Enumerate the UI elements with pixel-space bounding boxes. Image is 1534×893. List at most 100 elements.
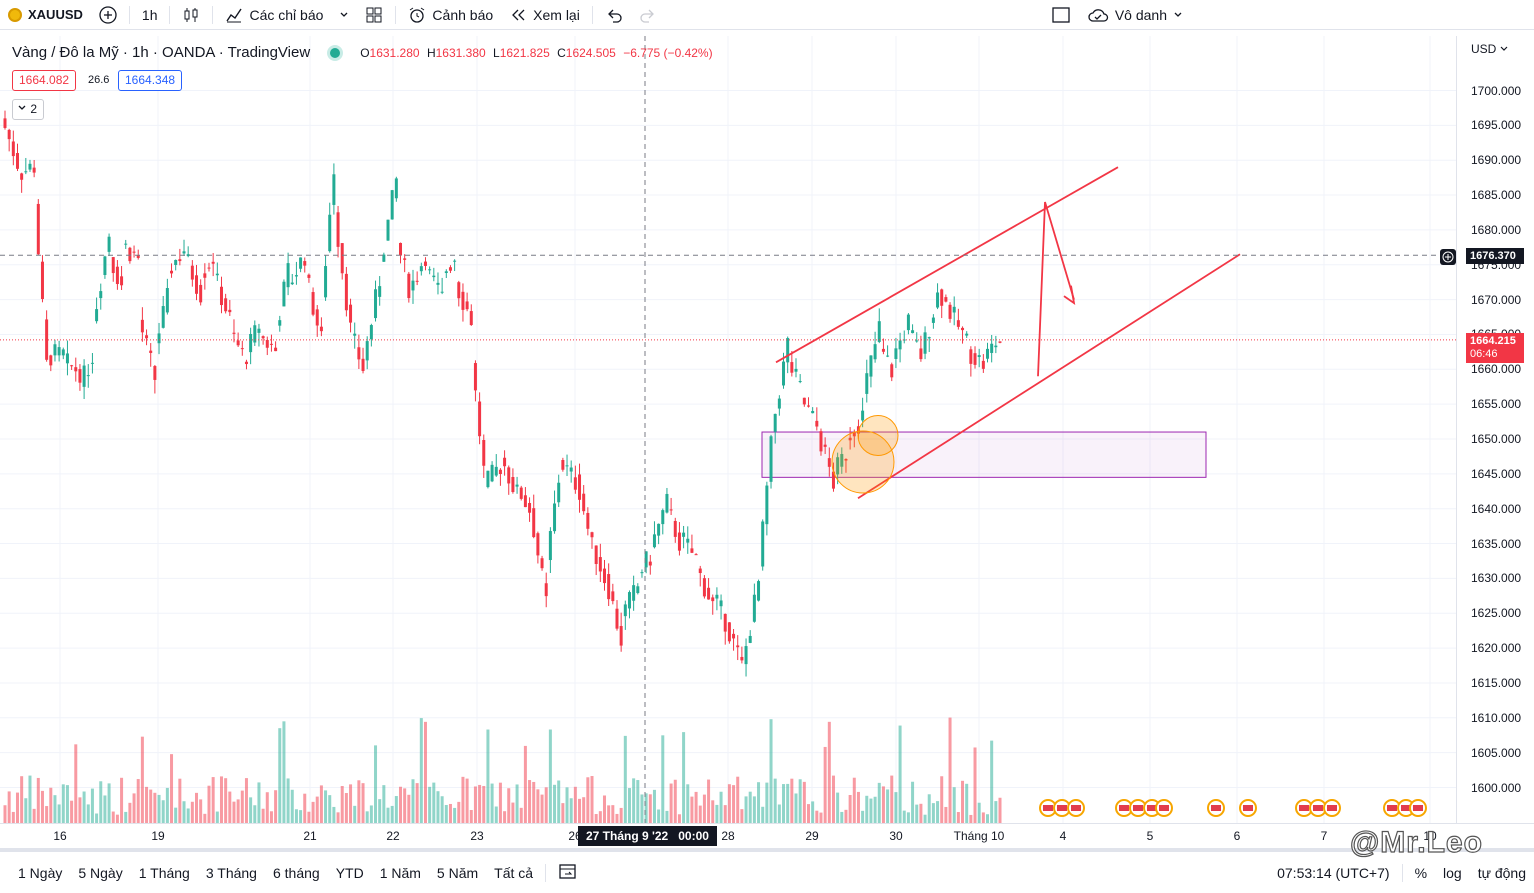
candle-body: [203, 273, 207, 278]
log-toggle[interactable]: log: [1443, 864, 1462, 881]
channel-lower-line: [857, 253, 1241, 500]
volume-bar: [682, 732, 686, 823]
templates-button[interactable]: [357, 0, 391, 30]
volume-bar: [86, 804, 90, 823]
candle-body: [182, 251, 186, 254]
candle-body: [948, 304, 952, 319]
auto-toggle[interactable]: tự động: [1477, 864, 1526, 881]
candle-body: [228, 309, 232, 313]
flag-stripe: [1211, 805, 1221, 811]
volume-bar: [444, 804, 448, 823]
clock-label[interactable]: 07:53:14 (UTC+7): [1277, 864, 1390, 881]
time-scale[interactable]: 16 19 21 22 23 26 28 29 30 Tháng 10 4 5 6 7 10 27 Thán…: [0, 823, 1534, 848]
range-1d[interactable]: 1 Ngày: [18, 864, 63, 881]
candle-body: [898, 340, 902, 350]
plus-circle-icon: [99, 5, 117, 24]
candle-body: [811, 410, 815, 414]
range-5d[interactable]: 5 Ngày: [78, 864, 123, 881]
candle-body: [265, 339, 269, 348]
goto-date-button[interactable]: [550, 862, 586, 883]
candle-body: [965, 333, 969, 336]
volume-bar: [53, 795, 57, 823]
volume-bar: [836, 792, 840, 823]
fullscreen-button[interactable]: [1043, 0, 1079, 30]
volume-bar: [848, 795, 852, 823]
interval-button[interactable]: 1h: [134, 0, 166, 30]
price-tick: 1620.000: [1471, 641, 1522, 656]
candle-body: [969, 349, 973, 364]
chart-type-button[interactable]: [174, 0, 208, 30]
volume-bar: [40, 790, 44, 823]
volume-bar: [802, 781, 806, 823]
candle-body: [61, 349, 65, 356]
indicators-dropdown[interactable]: [331, 0, 357, 30]
chart-pane[interactable]: [0, 36, 1456, 823]
candle-body: [40, 261, 44, 300]
volume-bar: [90, 788, 94, 823]
buy-price-box[interactable]: 1664.348: [118, 70, 183, 91]
candle-body: [503, 457, 507, 467]
price-chart[interactable]: [0, 36, 1456, 823]
candle-body: [186, 254, 190, 257]
candle-body: [906, 314, 910, 331]
layout-save-button[interactable]: Vô danh: [1079, 0, 1191, 30]
volume-bar: [128, 802, 132, 823]
volume-bar: [157, 794, 161, 823]
candle-body: [219, 286, 223, 306]
range-6m[interactable]: 6 tháng: [272, 864, 320, 881]
volume-bar: [840, 811, 844, 823]
replay-button[interactable]: Xem lại: [501, 0, 588, 30]
volume-bar: [694, 791, 698, 823]
currency-selector[interactable]: USD: [1471, 42, 1508, 56]
volume-bar: [15, 792, 19, 823]
volume-bar: [732, 785, 736, 823]
volume-bar: [540, 794, 544, 823]
candle-body: [557, 482, 561, 503]
candle-body: [515, 484, 519, 487]
candle-body: [665, 493, 669, 513]
range-5y[interactable]: 5 Năm: [436, 864, 479, 881]
range-3m[interactable]: 3 Tháng: [205, 864, 257, 881]
range-1m[interactable]: 1 Tháng: [138, 864, 190, 881]
bar-countdown: 06:46: [1470, 348, 1498, 360]
add-alert-button[interactable]: [1440, 249, 1456, 265]
volume-bar: [303, 793, 307, 823]
alert-button[interactable]: Cảnh báo: [400, 0, 501, 30]
range-all[interactable]: Tất cả: [494, 864, 534, 881]
flag-stripe: [1313, 805, 1323, 811]
candle-body: [407, 273, 411, 299]
candle-body: [740, 656, 744, 661]
symbol-search[interactable]: XAUUSD: [0, 0, 91, 30]
volume-bar: [394, 796, 398, 823]
indicators-toggle[interactable]: 2: [12, 99, 44, 120]
volume-bar: [136, 779, 140, 823]
flag-stripe: [1299, 805, 1309, 811]
undo-button[interactable]: [597, 0, 631, 30]
volume-bar: [70, 800, 74, 823]
range-ytd[interactable]: YTD: [335, 864, 364, 881]
alert-label: Cảnh báo: [432, 6, 494, 23]
volume-bar: [465, 778, 469, 823]
indicators-button[interactable]: Các chỉ báo: [217, 0, 331, 30]
candle-body: [881, 348, 885, 352]
volume-bar: [219, 776, 223, 823]
flag-stripe: [1071, 805, 1081, 811]
range-1y[interactable]: 1 Năm: [379, 864, 421, 881]
volume-bar: [544, 787, 548, 823]
volume-bar: [773, 778, 777, 823]
candle-body: [290, 282, 294, 285]
volume-bar: [236, 799, 240, 823]
candle-body: [769, 436, 773, 482]
candle-body: [615, 608, 619, 629]
compare-button[interactable]: [91, 0, 125, 30]
candle-body: [573, 477, 577, 490]
candle-body: [919, 348, 923, 360]
volume-bar: [686, 784, 690, 823]
redo-button[interactable]: [631, 0, 665, 30]
flag-stripe: [1133, 805, 1143, 811]
percent-toggle[interactable]: %: [1414, 864, 1428, 881]
divider: [1401, 863, 1403, 882]
price-scale[interactable]: USD 1700.000 1695.000 1690.000 1685.000 1680…: [1456, 36, 1534, 823]
sell-price-box[interactable]: 1664.082: [12, 70, 77, 91]
replay-label: Xem lại: [533, 6, 580, 23]
